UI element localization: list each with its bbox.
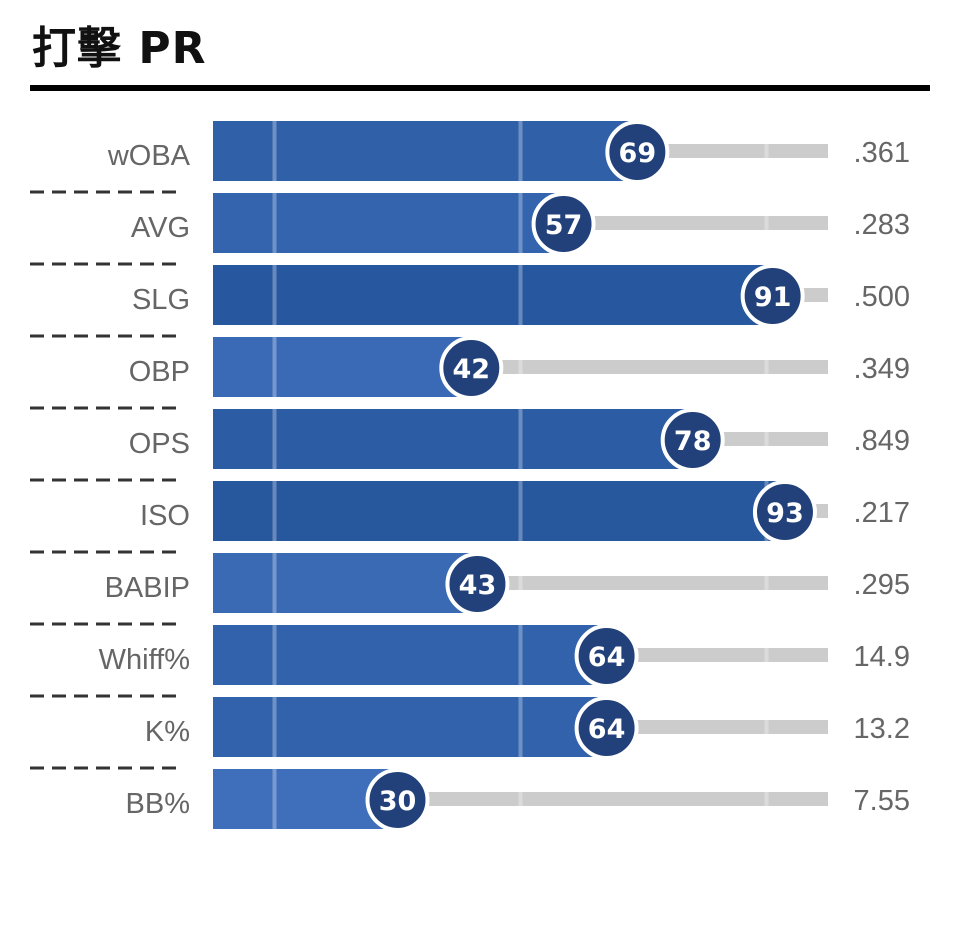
reference-line — [518, 121, 523, 181]
reference-line — [764, 553, 769, 613]
track-bar — [606, 648, 828, 662]
pr-marker — [531, 192, 596, 256]
reference-line — [272, 697, 277, 757]
reference-line — [518, 481, 523, 541]
stat-value: .361 — [854, 137, 910, 169]
stat-value: .500 — [854, 281, 910, 313]
reference-line — [272, 409, 277, 469]
track-bar — [397, 792, 828, 806]
category-label: BABIP — [105, 572, 190, 604]
pr-value: 93 — [766, 498, 804, 529]
pr-marker — [660, 408, 725, 472]
stat-value: .849 — [854, 425, 910, 457]
reference-line — [764, 337, 769, 397]
stat-value: 7.55 — [854, 785, 910, 817]
pr-bar — [213, 553, 478, 613]
pr-value: 57 — [545, 210, 583, 241]
pr-bar — [213, 625, 607, 685]
stat-value: .295 — [854, 569, 910, 601]
pr-value: 42 — [453, 354, 491, 385]
track-bar — [692, 432, 828, 446]
category-label: OBP — [129, 356, 190, 388]
category-label: K% — [145, 716, 190, 748]
pr-marker — [574, 624, 639, 688]
reference-line — [272, 337, 277, 397]
reference-line — [272, 625, 277, 685]
pr-value: 64 — [588, 642, 626, 673]
pr-bar — [213, 193, 564, 253]
reference-line — [764, 769, 769, 829]
pr-value: 64 — [588, 714, 626, 745]
reference-line — [764, 193, 769, 253]
category-label: SLG — [132, 284, 190, 316]
pr-bar — [213, 481, 785, 541]
category-label: wOBA — [107, 140, 191, 172]
chart-title: 打擊 PR — [32, 23, 207, 74]
track-bar — [563, 216, 828, 230]
reference-line — [272, 553, 277, 613]
reference-line — [272, 265, 277, 325]
track-bar — [471, 360, 828, 374]
pr-marker — [605, 120, 670, 184]
pr-bar — [213, 265, 773, 325]
reference-line — [272, 481, 277, 541]
pr-marker — [752, 480, 817, 544]
reference-line — [272, 769, 277, 829]
reference-line — [518, 553, 523, 613]
pr-value: 30 — [379, 786, 417, 817]
stat-value: .217 — [854, 497, 910, 529]
reference-line — [518, 193, 523, 253]
title-rule — [30, 85, 930, 91]
reference-line — [518, 769, 523, 829]
reference-line — [764, 625, 769, 685]
reference-line — [272, 121, 277, 181]
track-bar — [477, 576, 828, 590]
reference-line — [518, 697, 523, 757]
pr-marker — [445, 552, 510, 616]
reference-line — [518, 625, 523, 685]
pr-marker — [574, 696, 639, 760]
stat-value: .283 — [854, 209, 910, 241]
reference-line — [518, 265, 523, 325]
reference-line — [518, 337, 523, 397]
track-bar — [606, 720, 828, 734]
reference-line — [764, 697, 769, 757]
pr-marker — [439, 336, 504, 400]
pr-bar — [213, 697, 607, 757]
stat-value: 13.2 — [854, 713, 910, 745]
stat-value: 14.9 — [854, 641, 910, 673]
pr-value: 43 — [459, 570, 497, 601]
pr-value: 69 — [619, 138, 657, 169]
pr-bar — [213, 337, 472, 397]
category-label: AVG — [131, 212, 190, 244]
category-label: BB% — [126, 788, 190, 820]
pr-bar — [213, 121, 638, 181]
pr-bar — [213, 409, 693, 469]
pr-marker — [365, 768, 430, 832]
category-label: Whiff% — [99, 644, 190, 676]
pr-value: 78 — [674, 426, 712, 457]
pr-marker — [740, 264, 805, 328]
track-bar — [637, 144, 828, 158]
reference-line — [272, 193, 277, 253]
category-label: ISO — [140, 500, 190, 532]
pr-value: 91 — [754, 282, 792, 313]
reference-line — [518, 409, 523, 469]
category-label: OPS — [129, 428, 190, 460]
reference-line — [764, 409, 769, 469]
stat-value: .349 — [854, 353, 910, 385]
reference-line — [764, 121, 769, 181]
